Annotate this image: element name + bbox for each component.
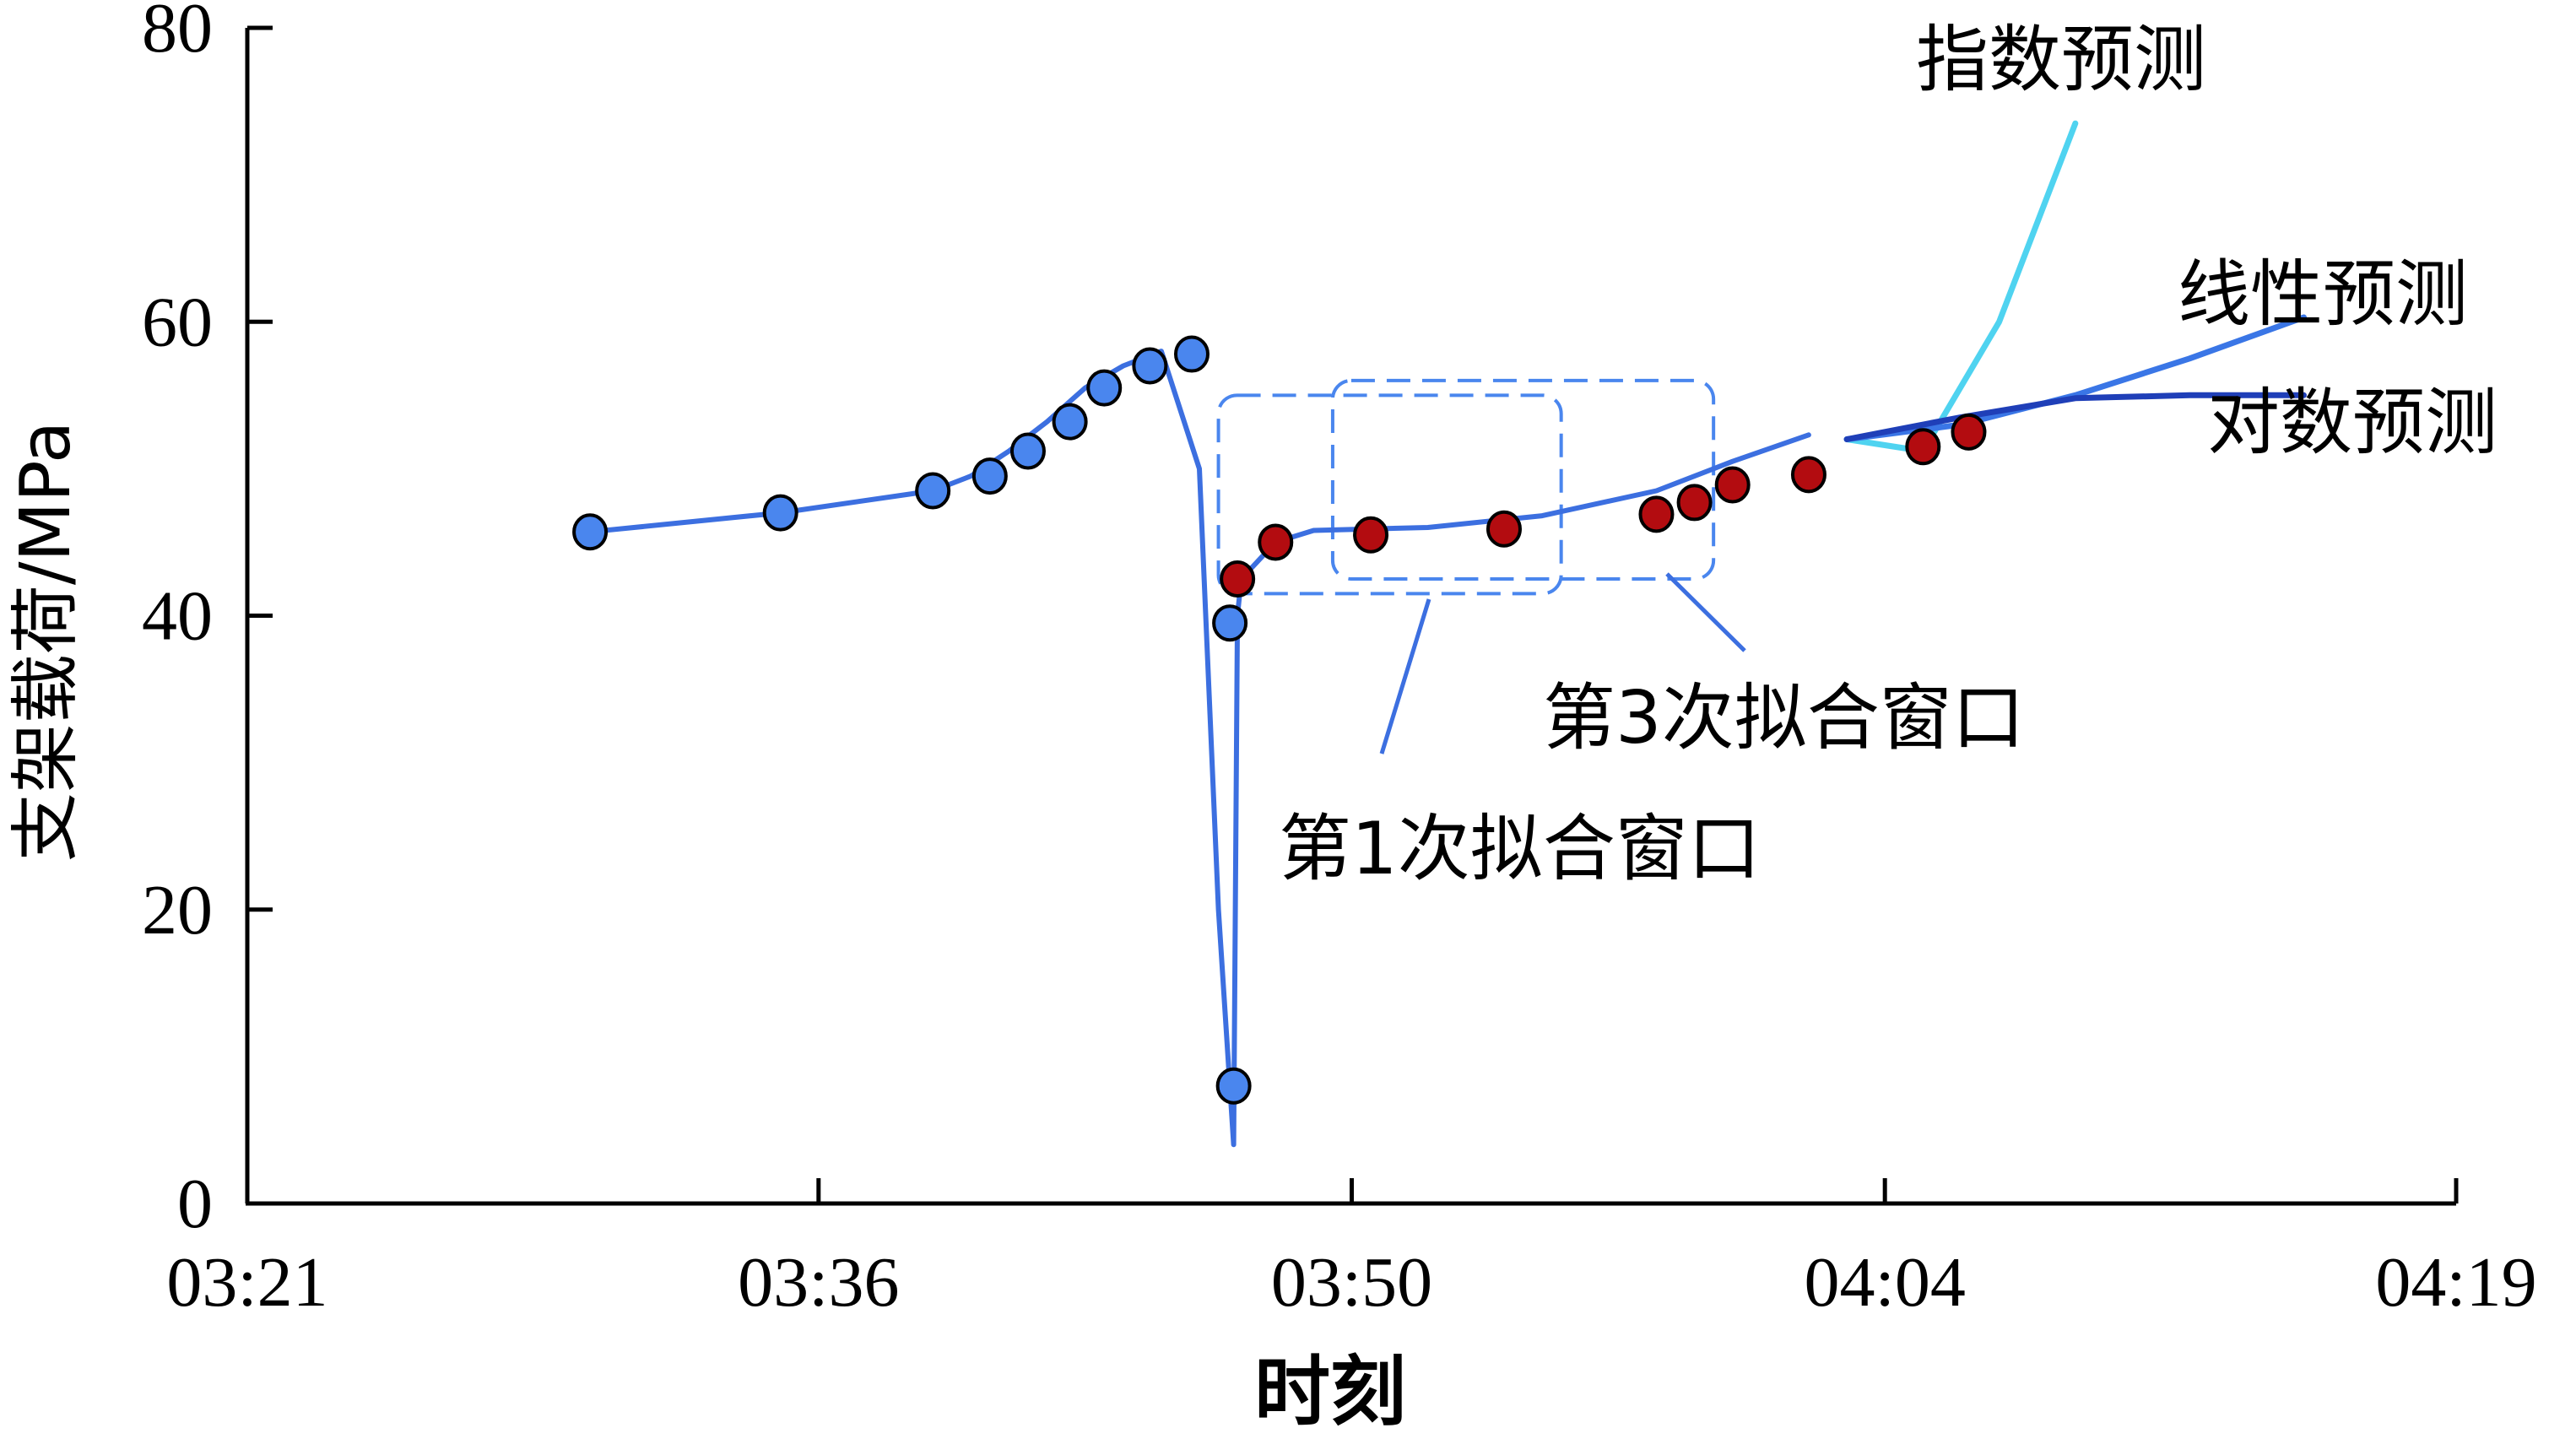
x-tick-label: 04:19 xyxy=(2375,1243,2536,1322)
history-data-point xyxy=(1212,604,1248,642)
exponential-forecast-line xyxy=(1843,120,2079,454)
history-data-point xyxy=(1215,1067,1252,1105)
history-data-point xyxy=(915,472,951,510)
annotation-log-forecast: 对数预测 xyxy=(2207,381,2498,465)
fit-windows xyxy=(1216,378,1716,596)
history-data-point xyxy=(1086,369,1123,407)
series-points xyxy=(572,335,1987,1105)
window3-leader-line xyxy=(1665,572,1746,652)
y-tick-label: 0 xyxy=(177,1165,213,1243)
history-data-point xyxy=(1009,432,1046,470)
history-data-point xyxy=(971,457,1008,495)
x-tick-label: 04:04 xyxy=(1805,1243,1966,1322)
window-data-point xyxy=(1790,456,1826,494)
window-data-point xyxy=(1905,428,1941,466)
fit-window-1-box xyxy=(1216,393,1563,596)
x-tick-label: 03:21 xyxy=(166,1243,327,1322)
window-data-point xyxy=(1951,413,1987,451)
x-ticks: 03:21 03:36 03:50 04:04 04:19 xyxy=(166,1178,2537,1322)
y-ticks: 0 20 40 60 80 xyxy=(142,0,273,1243)
window-data-point xyxy=(1676,484,1713,522)
x-tick-label: 03:36 xyxy=(738,1243,899,1322)
window-data-point xyxy=(1353,516,1389,554)
fit-window-3-box xyxy=(1330,378,1716,581)
history-data-point xyxy=(1173,335,1210,373)
window-data-point xyxy=(1638,495,1675,533)
x-axis-title: 时刻 xyxy=(1254,1348,1406,1436)
annotation-window-3: 第3次拟合窗口 xyxy=(1543,676,2025,760)
history-data-point xyxy=(572,513,609,551)
logarithmic-forecast-line xyxy=(1843,392,2307,442)
axes xyxy=(245,28,2456,1206)
annotation-linear-forecast: 线性预测 xyxy=(2178,252,2468,337)
annotation-exp-forecast: 指数预测 xyxy=(1916,18,2206,102)
y-tick-label: 60 xyxy=(142,283,213,361)
window-data-point xyxy=(1486,510,1522,548)
y-axis-title: 支架载荷/MPa xyxy=(6,421,86,862)
window-data-point xyxy=(1220,560,1256,598)
annotation-window-1: 第1次拟合窗口 xyxy=(1279,807,1761,891)
y-tick-label: 20 xyxy=(142,871,213,949)
history-data-point xyxy=(1052,403,1088,441)
annotation-leaders xyxy=(1379,572,1746,755)
y-tick-label: 40 xyxy=(142,577,213,656)
y-tick-label: 80 xyxy=(142,0,213,68)
x-tick-label: 03:50 xyxy=(1271,1243,1432,1322)
window-data-point xyxy=(1714,466,1751,504)
history-data-point xyxy=(1132,347,1168,385)
series-lines xyxy=(587,120,2307,1148)
history-data-point xyxy=(762,494,798,532)
window1-leader-line xyxy=(1379,598,1431,755)
window-data-point xyxy=(1258,523,1294,561)
